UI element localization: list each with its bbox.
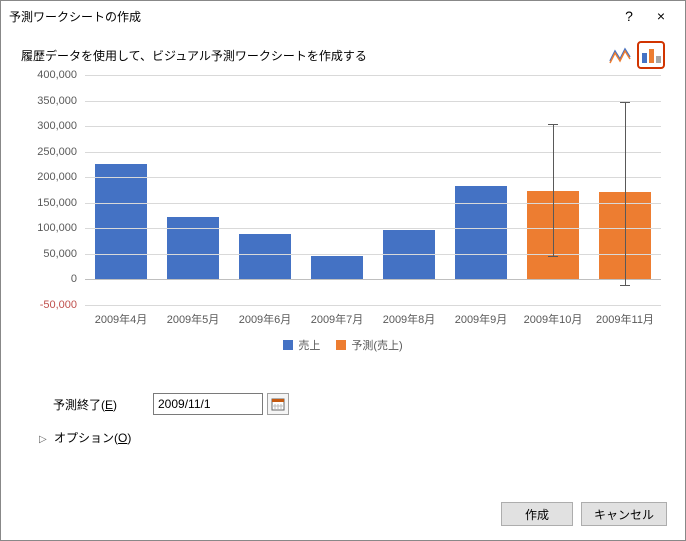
bar [455,186,507,279]
forecast-dialog: 予測ワークシートの作成 ? × 履歴データを使用して、ビジュアル予測ワークシート… [0,0,686,541]
chevron-right-icon: ▷ [39,434,47,445]
bar [311,256,363,279]
chart-type-line-button[interactable] [607,41,635,69]
chart-legend: 売上 予測(売上) [23,337,663,353]
legend-item: 予測(売上) [336,337,402,353]
x-tick-label: 2009年9月 [445,311,517,327]
error-bar-cap [548,256,558,257]
bar [167,217,219,280]
forecast-end-row: 予測終了(E) [53,393,665,415]
options-expander[interactable]: ▷ オプション(O) [39,429,665,446]
y-tick-label: -50,000 [23,299,77,311]
forecast-end-input[interactable] [153,393,263,415]
x-axis-line [85,279,661,280]
x-tick-label: 2009年5月 [157,311,229,327]
x-tick-label: 2009年8月 [373,311,445,327]
error-bar [625,102,626,284]
cancel-button[interactable]: キャンセル [581,502,667,526]
dialog-subtitle: 履歴データを使用して、ビジュアル予測ワークシートを作成する [21,47,607,64]
gridline [85,75,661,76]
gridline [85,177,661,178]
y-tick-label: 300,000 [23,120,77,132]
calendar-icon [271,397,285,411]
error-bar-cap [548,124,558,125]
dialog-content: 履歴データを使用して、ビジュアル予測ワークシートを作成する [1,31,685,446]
chart-type-bar-button[interactable] [637,41,665,69]
x-tick-label: 2009年11月 [589,311,661,327]
y-tick-label: 0 [23,273,77,285]
gridline [85,228,661,229]
x-tick-label: 2009年10月 [517,311,589,327]
error-bar [553,124,554,257]
line-chart-icon [609,45,633,65]
gridline [85,152,661,153]
bar [239,234,291,279]
forecast-end-label: 予測終了(E) [53,396,153,413]
legend-swatch [336,340,346,350]
y-tick-label: 50,000 [23,248,77,260]
legend-swatch [283,340,293,350]
gridline [85,305,661,306]
error-bar-cap [620,285,630,286]
gridline [85,101,661,102]
error-bar-cap [620,102,630,103]
y-tick-label: 250,000 [23,146,77,158]
titlebar: 予測ワークシートの作成 ? × [1,1,685,31]
x-tick-label: 2009年7月 [301,311,373,327]
y-axis: 400,000350,000300,000250,000200,000150,0… [23,75,81,305]
date-picker-button[interactable] [267,393,289,415]
y-tick-label: 150,000 [23,197,77,209]
x-axis-labels: 2009年4月2009年5月2009年6月2009年7月2009年8月2009年… [85,311,661,329]
y-tick-label: 200,000 [23,171,77,183]
bar-chart-icon [640,45,662,65]
chart-type-toggle [607,41,665,69]
legend-label: 売上 [298,337,320,353]
legend-label: 予測(売上) [351,337,402,353]
chart-plot [85,75,661,305]
gridline [85,203,661,204]
x-tick-label: 2009年4月 [85,311,157,327]
forecast-chart: 400,000350,000300,000250,000200,000150,0… [23,75,663,375]
y-tick-label: 350,000 [23,95,77,107]
close-button[interactable]: × [645,4,677,28]
bar [95,164,147,279]
y-tick-label: 400,000 [23,69,77,81]
y-tick-label: 100,000 [23,222,77,234]
create-button[interactable]: 作成 [501,502,573,526]
x-tick-label: 2009年6月 [229,311,301,327]
dialog-buttons: 作成 キャンセル [501,502,667,526]
dialog-title: 予測ワークシートの作成 [9,8,613,25]
gridline [85,254,661,255]
help-button[interactable]: ? [613,4,645,28]
legend-item: 売上 [283,337,320,353]
gridline [85,126,661,127]
